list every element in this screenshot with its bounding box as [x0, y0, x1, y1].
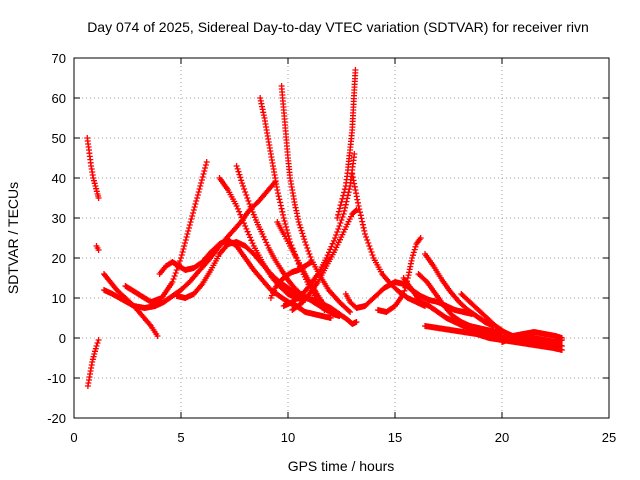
y-axis-label: SDTVAR / TECUs	[5, 182, 21, 294]
series-arc-17	[334, 67, 359, 221]
series-arc-15	[280, 151, 358, 309]
data-point-markers	[289, 207, 360, 313]
data-point-markers	[122, 159, 210, 305]
series-arc-3	[84, 337, 102, 389]
data-point-markers	[93, 243, 102, 253]
x-axis-label: GPS time / hours	[288, 458, 395, 474]
series-arc-16	[289, 207, 360, 313]
series-arc-23	[422, 251, 497, 329]
x-tick-label: 20	[495, 430, 509, 445]
data-point-markers	[280, 151, 358, 309]
y-tick-label: 70	[52, 51, 66, 66]
y-tick-label: 0	[59, 331, 66, 346]
series-arc-6	[122, 159, 210, 305]
data-point-markers	[101, 179, 279, 311]
x-tick-label: 0	[70, 430, 77, 445]
data-point-markers	[422, 251, 497, 329]
data-point-markers	[334, 67, 359, 221]
y-tick-label: 20	[52, 251, 66, 266]
data-point-markers	[84, 337, 102, 389]
grid	[74, 58, 609, 418]
y-tick-label: 40	[52, 171, 66, 186]
y-tick-label: -10	[47, 371, 66, 386]
data-point-markers	[349, 171, 428, 309]
series-arc-12	[278, 83, 354, 315]
series-arc-5	[101, 179, 279, 311]
series-arc-27	[499, 331, 565, 345]
series-arc-1	[84, 135, 102, 201]
series-arc-2	[93, 243, 102, 253]
data-point-markers	[415, 271, 501, 335]
data-point-markers	[278, 83, 354, 315]
data-point-markers	[374, 235, 424, 315]
series-arc-20	[374, 235, 424, 315]
plot-frame	[73, 57, 610, 419]
y-tick-label: -20	[47, 411, 66, 426]
chart-title: Day 074 of 2025, Sidereal Day-to-day VTE…	[87, 19, 589, 35]
x-tick-label: 5	[177, 430, 184, 445]
y-tick-label: 50	[52, 131, 66, 146]
x-tick-label: 25	[602, 430, 616, 445]
data-point-markers	[84, 135, 102, 201]
data-point-markers	[499, 331, 565, 345]
series-arc-18	[349, 171, 428, 309]
axis-ticks: 0 5 10 15 20 25 -20 -10 0 10 20 30 40 50 60 70	[47, 51, 616, 445]
series-arc-22	[415, 271, 501, 335]
y-tick-label: 60	[52, 91, 66, 106]
y-tick-label: 30	[52, 211, 66, 226]
y-tick-label: 10	[52, 291, 66, 306]
x-tick-label: 10	[281, 430, 295, 445]
data-points	[84, 67, 565, 389]
x-tick-label: 15	[388, 430, 402, 445]
